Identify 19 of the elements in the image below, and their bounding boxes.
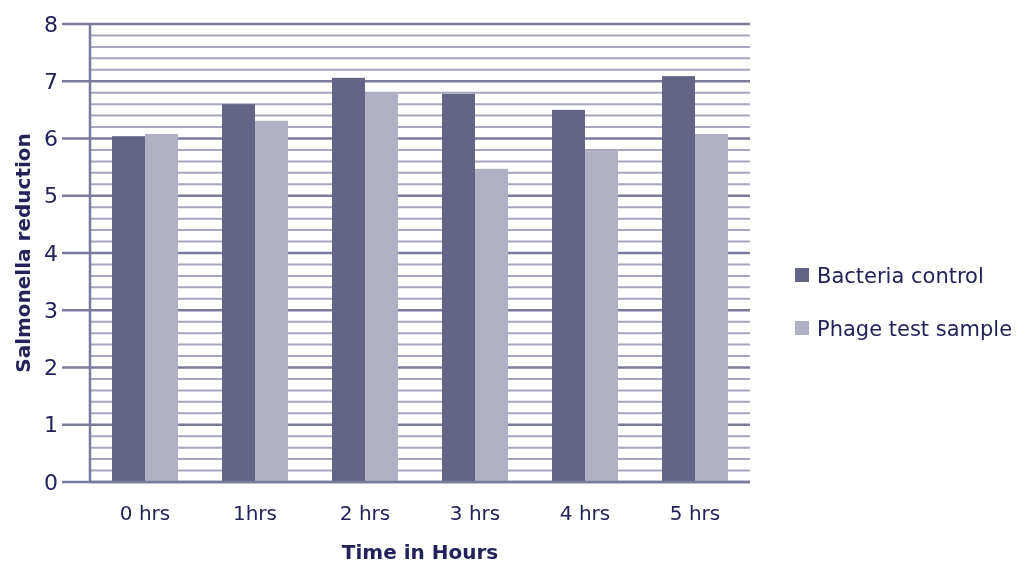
y-tick-label: 5 [44,183,58,209]
x-tick-label: 2 hrs [339,501,391,525]
x-axis-title: Time in Hours [341,540,499,564]
y-tick-label: 7 [44,68,58,94]
y-tick-label: 8 [44,11,58,37]
legend-label: Phage test sample [817,317,1013,342]
y-tick-label: 2 [44,355,58,381]
y-tick-label: 1 [44,412,58,438]
x-tick-label: 1hrs [232,501,278,525]
y-tick-label: 6 [44,126,58,152]
x-tick-label: 5 hrs [669,501,721,525]
x-tick-label: 0 hrs [119,501,171,525]
y-axis-title: Salmonella reduction [11,133,35,373]
y-tick-label: 3 [44,297,58,323]
x-tick-label: 4 hrs [559,501,611,525]
y-tick-label: 4 [44,240,58,266]
y-tick-label: 0 [44,469,58,495]
legend-label: Bacteria control [817,264,984,289]
x-tick-label: 3 hrs [449,501,501,525]
